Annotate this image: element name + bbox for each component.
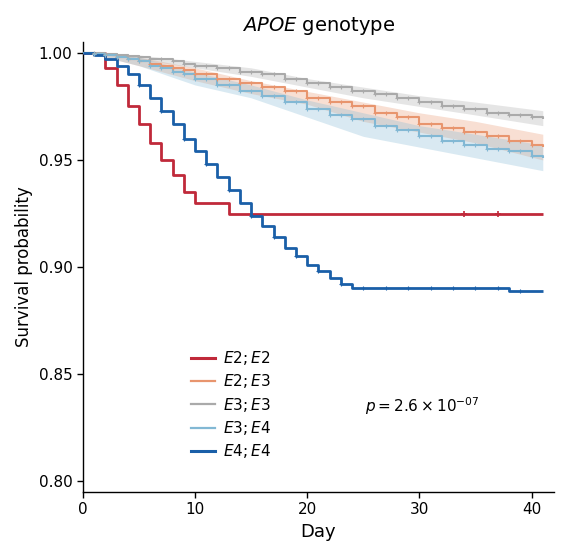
Y-axis label: Survival probability: Survival probability bbox=[15, 187, 33, 348]
Title: $\it{APOE}$ genotype: $\it{APOE}$ genotype bbox=[242, 15, 395, 37]
Text: $p = 2.6 \times 10^{-07}$: $p = 2.6 \times 10^{-07}$ bbox=[365, 396, 479, 418]
X-axis label: Day: Day bbox=[300, 523, 336, 541]
Legend: $\it{E2;E2}$, $\it{E2;E3}$, $\it{E3;E3}$, $\it{E3;E4}$, $\it{E4;E4}$: $\it{E2;E2}$, $\it{E2;E3}$, $\it{E3;E3}$… bbox=[185, 343, 277, 466]
